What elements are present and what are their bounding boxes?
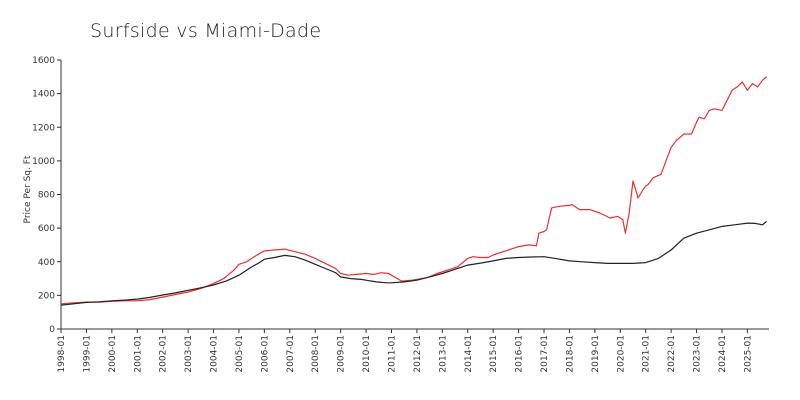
chart-axes <box>60 60 769 330</box>
x-tick-label: 2006-01 <box>260 335 270 373</box>
x-tick-label: 2024-01 <box>718 335 728 373</box>
x-tick-label: 2008-01 <box>311 335 321 373</box>
x-tick-label: 2010-01 <box>362 335 372 373</box>
x-tick-label: 2003-01 <box>184 335 194 373</box>
x-tick-label: 2000-01 <box>108 335 118 373</box>
x-tick-label: 2017-01 <box>540 335 550 373</box>
x-tick-label: 2012-01 <box>413 335 423 373</box>
x-tick-label: 2009-01 <box>337 335 347 373</box>
x-tick-label: 2018-01 <box>565 335 575 373</box>
y-tick-label: 600 <box>38 224 55 234</box>
y-tick-label: 400 <box>38 258 55 268</box>
x-tick-label: 2014-01 <box>464 335 474 373</box>
y-ticks: 0 200 400 600 800 1000 1200 1400 1600 <box>32 56 61 335</box>
x-tick-label: 2019-01 <box>591 335 601 373</box>
x-tick-label: 2015-01 <box>489 335 499 373</box>
x-tick-label: 2007-01 <box>286 335 296 373</box>
y-tick-label: 1400 <box>32 90 55 100</box>
x-tick-label: 2011-01 <box>387 335 397 373</box>
x-tick-label: 2005-01 <box>235 335 245 373</box>
y-tick-label: 800 <box>38 191 55 201</box>
series-line-1 <box>60 76 767 305</box>
series-line-2 <box>60 220 767 306</box>
x-tick-label: 2004-01 <box>210 335 220 373</box>
y-tick-label: 1200 <box>32 123 55 133</box>
y-tick-label: 1600 <box>32 56 55 66</box>
x-tick-label: 2025-01 <box>743 335 753 373</box>
x-tick-label: 2016-01 <box>515 335 525 373</box>
x-tick-label: 2020-01 <box>616 335 626 373</box>
x-tick-label: 2013-01 <box>438 335 448 373</box>
x-tick-label: 2023-01 <box>693 335 703 373</box>
x-ticks: 1998-01 1999-01 2000-01 2001-01 2002-01 2003-… <box>57 329 753 373</box>
chart-title: Surfside vs Miami-Dade <box>90 20 322 42</box>
x-tick-label: 2022-01 <box>667 335 677 373</box>
y-tick-label: 1000 <box>32 157 55 167</box>
y-tick-label: 200 <box>38 291 55 301</box>
x-tick-label: 2021-01 <box>642 335 652 373</box>
x-tick-label: 2002-01 <box>159 335 169 373</box>
y-tick-label: 0 <box>49 325 55 335</box>
series-lines <box>60 76 767 306</box>
x-tick-label: 1999-01 <box>82 335 92 373</box>
y-axis-label: Price Per Sq. Ft <box>23 155 33 223</box>
x-tick-label: 1998-01 <box>57 335 67 373</box>
x-tick-label: 2001-01 <box>133 335 143 373</box>
